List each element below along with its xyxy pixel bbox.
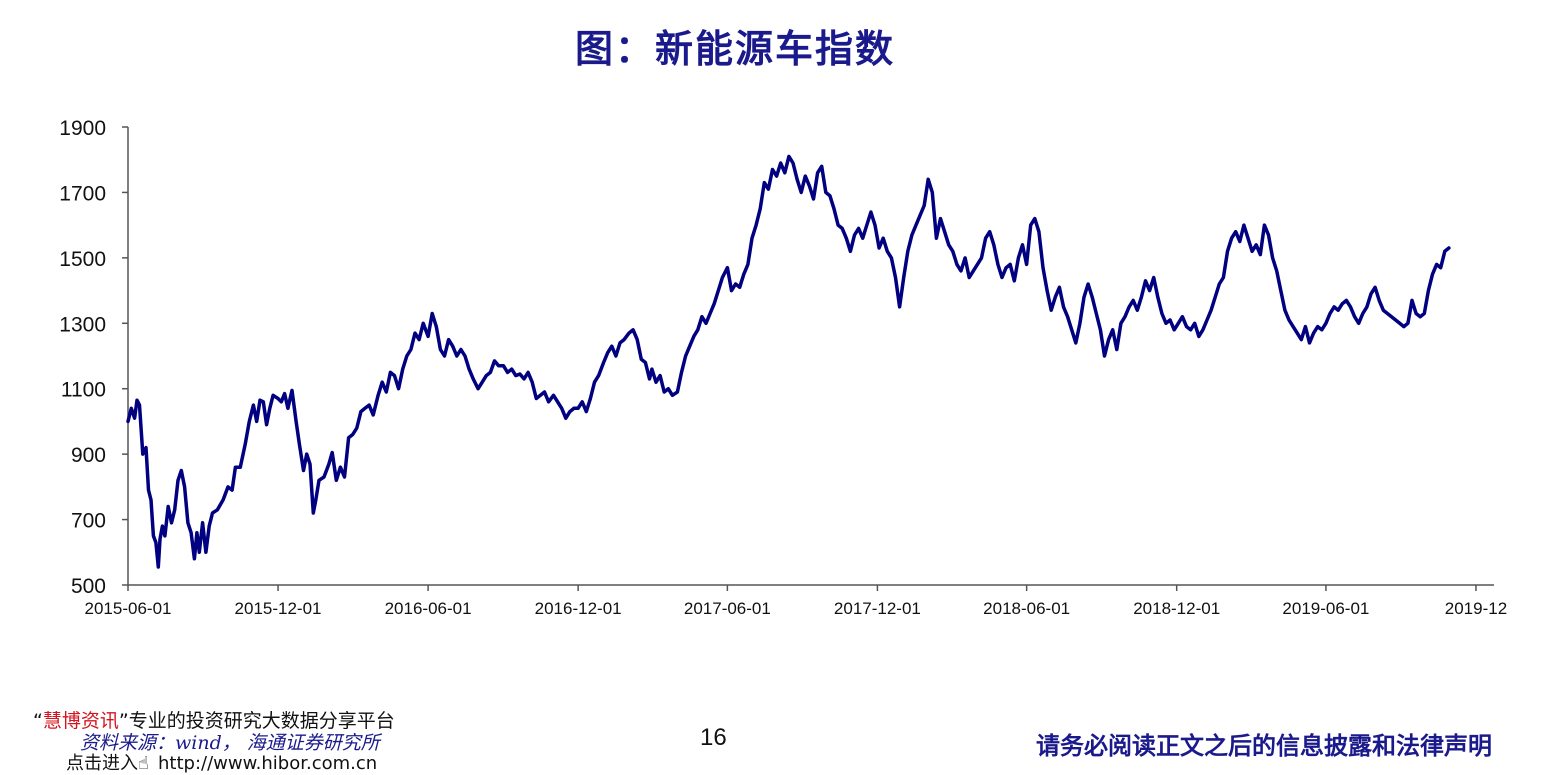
y-tick-label: 1300 <box>59 313 106 336</box>
y-tick-label: 900 <box>71 444 106 467</box>
site-url[interactable]: http://www.hibor.com.cn <box>158 753 378 774</box>
brand-name[interactable]: 慧博资讯 <box>42 710 119 732</box>
y-tick-label: 1500 <box>59 248 106 271</box>
hand-pointer-icon: ☝ <box>138 753 149 774</box>
brand-tagline: ”专业的投资研究大数据分享平台 <box>118 710 395 732</box>
x-tick-label: 2017-06-01 <box>684 599 771 618</box>
brand-quote-open: “ <box>33 710 43 732</box>
y-axis: 500 700 900 1100 1300 1500 1700 1900 <box>59 117 129 598</box>
x-tick-label: 2015-12-01 <box>235 599 322 618</box>
y-tick-label: 1900 <box>59 117 106 140</box>
page-number: 16 <box>700 724 727 751</box>
entry-link-line[interactable]: 点击进入☝ http://www.hibor.com.cn <box>66 749 377 775</box>
y-tick-label: 1700 <box>59 182 106 205</box>
entry-label: 点击进入 <box>66 753 138 774</box>
x-axis: 2015-06-01 2015-12-01 2016-06-01 2016-12-01… <box>85 584 1507 618</box>
disclaimer-text: 请务必阅读正文之后的信息披露和法律声明 <box>1036 731 1492 760</box>
x-tick-label: 2015-06-01 <box>85 599 172 618</box>
y-tick-label: 1100 <box>61 379 106 402</box>
y-tick-label: 700 <box>71 510 106 533</box>
source-note: 资料来源：wind， 海通证券研究所 <box>80 732 380 754</box>
x-tick-label: 2019-06-01 <box>1282 599 1369 618</box>
x-tick-label: 2017-12-01 <box>834 599 921 618</box>
x-tick-label: 2018-06-01 <box>983 599 1070 618</box>
plot-area <box>126 154 1451 569</box>
chart-title: 图：新能源车指数 <box>574 26 895 71</box>
y-tick-label: 500 <box>71 575 106 598</box>
x-tick-label: 2018-12-01 <box>1133 599 1220 618</box>
index-series-line <box>126 154 1451 569</box>
brand-line: “慧博资讯”专业的投资研究大数据分享平台 <box>33 706 395 733</box>
x-tick-label: 2019-12 <box>1445 599 1507 618</box>
x-tick-label: 2016-12-01 <box>535 599 622 618</box>
x-tick-label: 2016-06-01 <box>385 599 472 618</box>
